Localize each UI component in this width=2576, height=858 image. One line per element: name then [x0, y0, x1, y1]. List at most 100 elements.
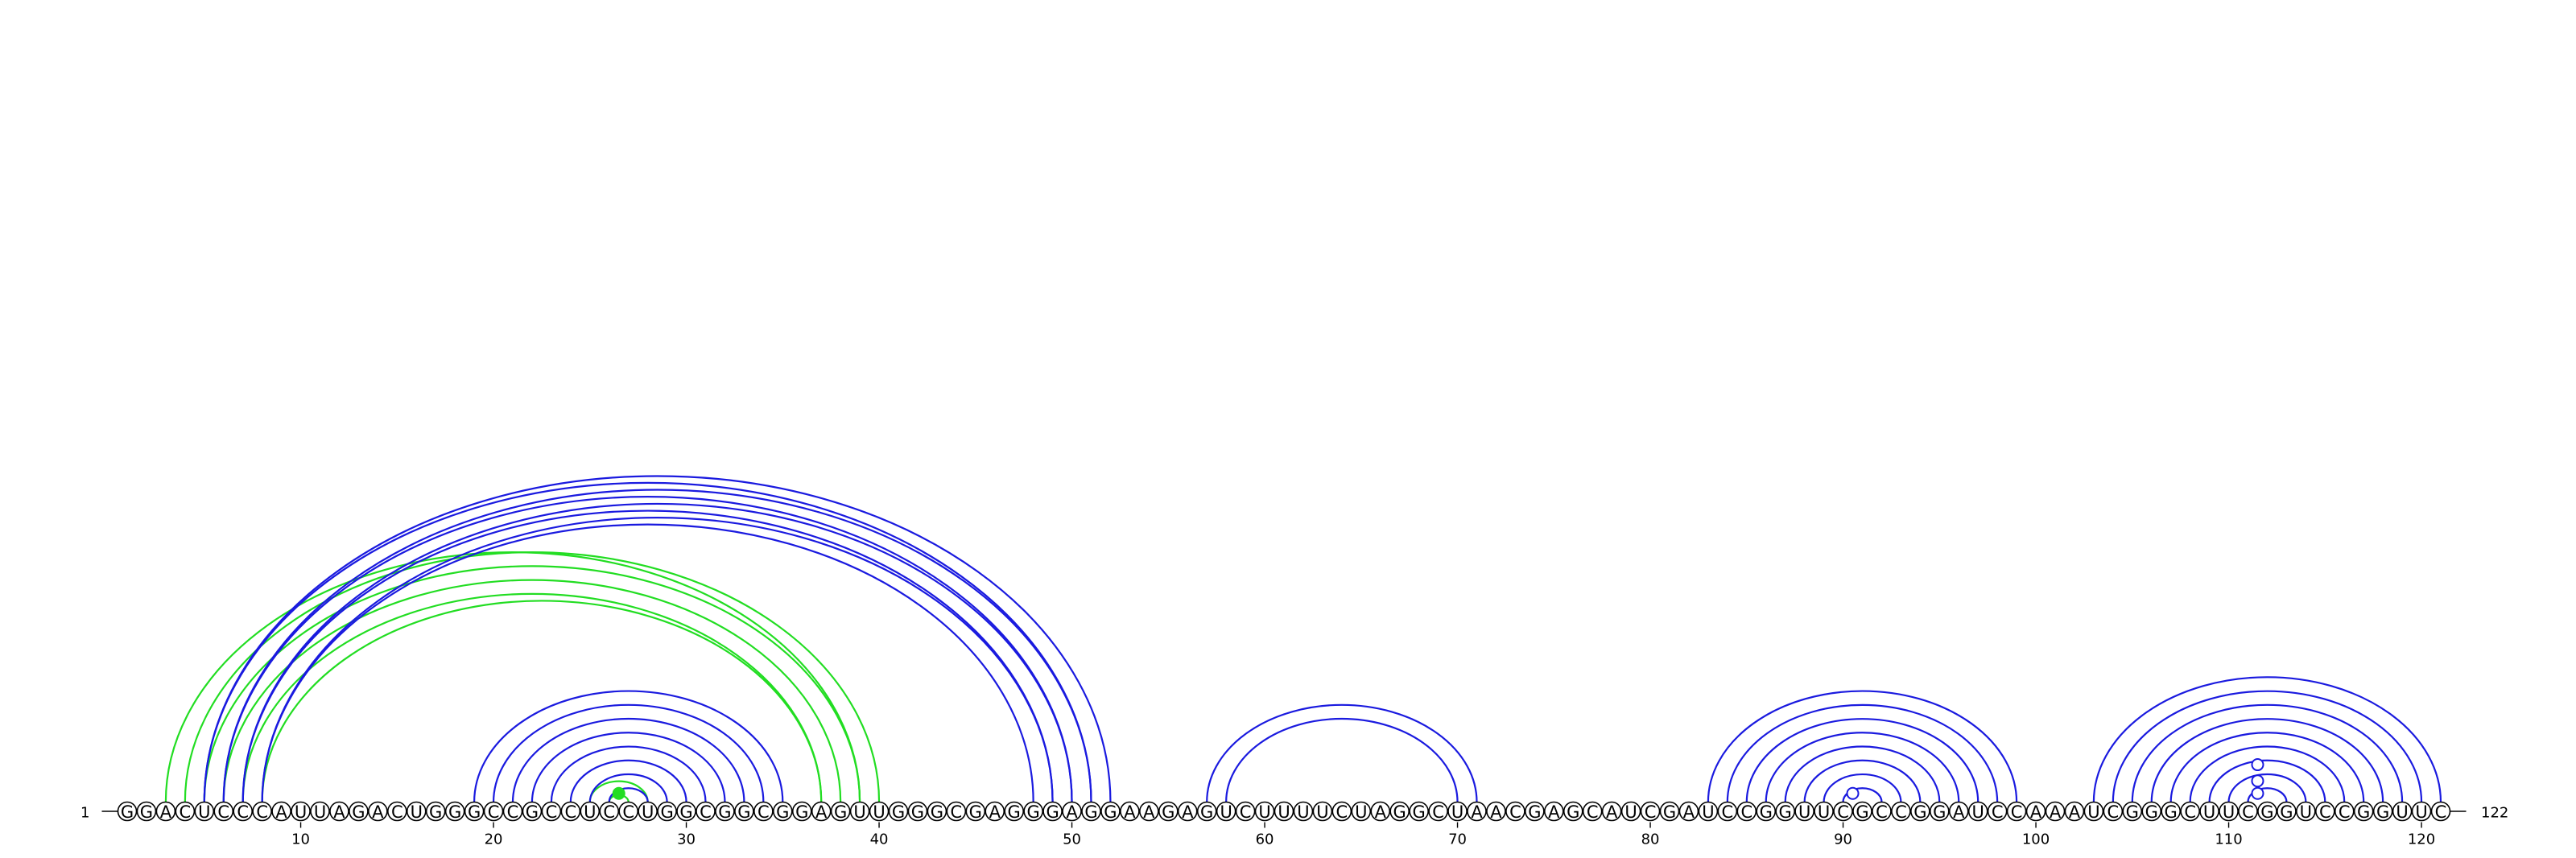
svg-text:U: U: [2087, 802, 2099, 822]
nucleotide-99: C: [2006, 801, 2027, 822]
svg-text:U: U: [2300, 802, 2312, 822]
blue-arc-23-31: [550, 745, 707, 802]
nucleotide-114: U: [2296, 801, 2316, 822]
axis-tick-label: 30: [677, 831, 696, 848]
nucleotide-14: A: [368, 801, 388, 822]
svg-text:G: G: [1933, 802, 1946, 822]
svg-text:C: C: [758, 802, 770, 822]
nucleotide-46: A: [985, 801, 1005, 822]
nucleotide-50: A: [1062, 801, 1082, 822]
svg-text:A: A: [1953, 802, 1965, 822]
svg-text:C: C: [1722, 802, 1734, 822]
svg-text:C: C: [565, 802, 577, 822]
svg-text:U: U: [584, 802, 596, 822]
svg-text:G: G: [1200, 802, 1213, 822]
nucleotide-74: G: [1525, 801, 1545, 822]
blue-arc-7-50: [242, 502, 1073, 802]
nucleotide-76: G: [1563, 801, 1583, 822]
nucleotide-63: U: [1312, 801, 1333, 822]
nucleotide-81: G: [1659, 801, 1680, 822]
svg-text:C: C: [1432, 802, 1444, 822]
svg-text:U: U: [295, 802, 307, 822]
nucleotide-57: G: [1196, 801, 1217, 822]
svg-text:A: A: [160, 802, 172, 822]
axis-tick-label: 20: [485, 831, 503, 848]
svg-text:A: A: [1143, 802, 1155, 822]
svg-text:G: G: [1779, 802, 1792, 822]
nucleotide-106: G: [2141, 801, 2162, 822]
nucleotide-53: A: [1120, 801, 1140, 822]
svg-text:A: A: [1606, 802, 1618, 822]
svg-text:U: U: [411, 802, 423, 822]
nucleotide-22: G: [522, 801, 543, 822]
blue-arc-20-34: [492, 703, 765, 802]
blue-arc-89-93: [1823, 773, 1902, 802]
nucleotide-27: C: [618, 801, 639, 822]
svg-text:U: U: [1316, 802, 1328, 822]
svg-text:A: A: [1683, 802, 1695, 822]
svg-text:G: G: [2126, 802, 2139, 822]
nucleotide-84: C: [1717, 801, 1738, 822]
nucleotide-77: C: [1582, 801, 1603, 822]
svg-text:G: G: [468, 802, 481, 822]
svg-text:U: U: [2223, 802, 2235, 822]
nucleotide-19: G: [464, 801, 485, 822]
nucleotide-98: C: [1987, 801, 2008, 822]
nucleotide-25: U: [580, 801, 601, 822]
nucleotide-65: U: [1351, 801, 1372, 822]
svg-text:C: C: [2107, 802, 2120, 822]
svg-text:C: C: [1876, 802, 1888, 822]
nucleotide-82: A: [1678, 801, 1699, 822]
svg-text:G: G: [1567, 802, 1579, 822]
blue-arc-106-118: [2150, 717, 2384, 802]
svg-text:G: G: [448, 802, 461, 822]
nucleotide-117: G: [2353, 801, 2374, 822]
blue-arc-21-33: [511, 717, 745, 802]
nucleotide-119: U: [2392, 801, 2413, 822]
green-arc-7-37: [242, 592, 823, 802]
svg-text:A: A: [1066, 802, 1078, 822]
nucleotide-56: A: [1177, 801, 1198, 822]
svg-text:C: C: [1837, 802, 1849, 822]
nucleotide-112: G: [2257, 801, 2277, 822]
blue-arc-6-51: [222, 489, 1092, 802]
nucleotide-94: G: [1910, 801, 1930, 822]
svg-text:A: A: [2050, 802, 2062, 822]
nucleotide-44: C: [946, 801, 967, 822]
svg-text:C: C: [2184, 802, 2196, 822]
svg-text:C: C: [1509, 802, 1521, 822]
svg-text:A: A: [1375, 802, 1387, 822]
svg-text:A: A: [815, 802, 828, 822]
nucleotide-6: C: [213, 801, 234, 822]
svg-text:C: C: [1992, 802, 2004, 822]
axis-tick-label: 80: [1641, 831, 1660, 848]
blue-arc-111-113: [2247, 787, 2288, 802]
axis-tick-label: 50: [1063, 831, 1081, 848]
blue-arc-87-95: [1784, 745, 1941, 802]
svg-text:G: G: [429, 802, 442, 822]
nucleotide-72: A: [1486, 801, 1506, 822]
blue-arc-24-30: [569, 759, 687, 802]
svg-text:C: C: [2435, 802, 2447, 822]
nucleotide-78: A: [1601, 801, 1622, 822]
nucleotide-42: G: [907, 801, 928, 822]
nucleotide-96: A: [1948, 801, 1969, 822]
axis-tick-label: 100: [2022, 831, 2050, 848]
nucleotide-118: G: [2372, 801, 2393, 822]
svg-text:G: G: [1104, 802, 1117, 822]
nucleotide-7: C: [233, 801, 254, 822]
nucleotide-103: U: [2083, 801, 2104, 822]
nucleotide-73: C: [1505, 801, 1525, 822]
svg-text:A: A: [275, 802, 287, 822]
svg-text:U: U: [2203, 802, 2215, 822]
nucleotide-10: U: [291, 801, 311, 822]
green-arc-4-40: [184, 551, 881, 802]
nucleotide-40: U: [869, 801, 890, 822]
svg-text:A: A: [2069, 802, 2081, 822]
nucleotide-97: U: [1967, 801, 1988, 822]
nucleotide-2: G: [136, 801, 157, 822]
svg-text:G: G: [969, 802, 982, 822]
nucleotide-93: C: [1891, 801, 1911, 822]
svg-text:A: A: [1124, 802, 1136, 822]
